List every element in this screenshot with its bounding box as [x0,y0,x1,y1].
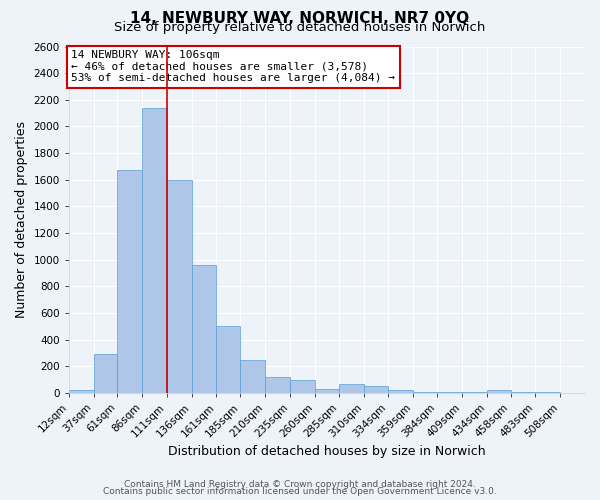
Bar [462,392,487,393]
Bar [191,265,217,393]
Y-axis label: Number of detached properties: Number of detached properties [15,122,28,318]
Bar [217,326,240,393]
Bar [69,390,94,393]
Bar [314,389,340,393]
Bar [388,390,413,393]
Bar [290,380,314,393]
Bar [240,360,265,393]
Bar [340,384,364,393]
Text: Contains HM Land Registry data © Crown copyright and database right 2024.: Contains HM Land Registry data © Crown c… [124,480,476,489]
Bar [94,354,118,393]
Text: Contains public sector information licensed under the Open Government Licence v3: Contains public sector information licen… [103,487,497,496]
Bar [535,392,560,393]
Bar [364,386,388,393]
Bar [511,392,535,393]
Bar [142,108,167,393]
Bar [437,392,462,393]
Text: 14, NEWBURY WAY, NORWICH, NR7 0YQ: 14, NEWBURY WAY, NORWICH, NR7 0YQ [130,11,470,26]
Bar [167,180,191,393]
Text: Size of property relative to detached houses in Norwich: Size of property relative to detached ho… [115,22,485,35]
Bar [413,392,437,393]
Bar [118,170,142,393]
X-axis label: Distribution of detached houses by size in Norwich: Distribution of detached houses by size … [168,444,486,458]
Bar [265,377,290,393]
Text: 14 NEWBURY WAY: 106sqm
← 46% of detached houses are smaller (3,578)
53% of semi-: 14 NEWBURY WAY: 106sqm ← 46% of detached… [71,50,395,83]
Bar [487,390,511,393]
